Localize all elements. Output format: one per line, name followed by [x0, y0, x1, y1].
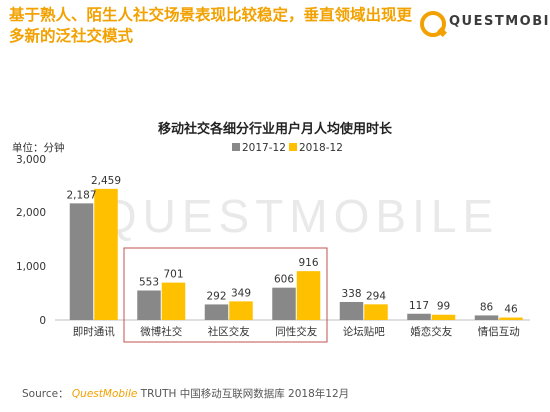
category-label: 论坛贴吧	[343, 325, 385, 338]
y-tick-label: 1,000	[16, 261, 46, 273]
data-label: 99	[437, 301, 450, 313]
y-axis: 0 1,000 2,000 3,000	[16, 154, 46, 327]
data-label: 701	[163, 269, 183, 281]
source-line: Source： QuestMobile TRUTH 中国移动互联网数据库 201…	[22, 386, 349, 401]
source-rest: TRUTH 中国移动互联网数据库 2018年12月	[137, 388, 350, 400]
bar-2018	[364, 304, 388, 320]
data-label: 2,187	[66, 189, 96, 201]
logo-text: QUESTMOBILE	[449, 14, 550, 29]
data-labels: 2,187 2,459 553 701 292 349 606 916 338 294 117 99 8…	[66, 175, 518, 316]
highlight-box	[123, 247, 328, 343]
bar-2017	[69, 203, 94, 320]
data-label: 338	[341, 288, 361, 300]
bar-2018	[229, 301, 253, 320]
bar-2017	[137, 290, 161, 320]
data-label: 292	[206, 290, 226, 302]
category-label: 情侣互动	[478, 325, 520, 338]
data-label: 606	[274, 274, 294, 286]
logo-mark-icon	[420, 11, 446, 37]
category-labels: 即时通讯 微博社交 社区交友 同性交友 论坛贴吧 婚恋交友 情侣互动	[73, 325, 520, 338]
data-label: 349	[231, 287, 251, 299]
data-label: 916	[298, 257, 318, 269]
unit-label: 单位：分钟	[12, 142, 65, 154]
source-label: Source：	[22, 388, 69, 400]
bar-2017	[272, 287, 296, 320]
data-label: 553	[139, 277, 159, 289]
watermark: QUESTMOBILE	[101, 190, 499, 242]
data-label: 2,459	[91, 175, 121, 187]
y-tick-label: 2,000	[16, 207, 46, 219]
bars	[69, 188, 523, 320]
legend-swatch-2018	[289, 143, 297, 151]
y-tick-label: 0	[39, 315, 46, 327]
category-label: 社区交友	[208, 325, 250, 338]
category-label: 微博社交	[140, 325, 182, 338]
data-label: 294	[366, 290, 386, 302]
y-tick-label: 3,000	[16, 154, 46, 166]
legend-label-2018: 2018-12	[299, 142, 343, 154]
data-label: 86	[480, 301, 494, 313]
headline: 基于熟人、陌生人社交场景表现比较稳定，垂直领域出现更多新的泛社交模式	[9, 6, 413, 45]
legend-swatch-2017	[232, 143, 240, 151]
bar-2017	[339, 301, 364, 320]
category-label: 即时通讯	[73, 325, 115, 338]
bar-2018	[499, 317, 523, 320]
legend: 2017-12 2018-12	[232, 142, 343, 154]
category-label: 同性交友	[275, 325, 317, 338]
bar-2017	[204, 304, 229, 320]
legend-label-2017: 2017-12	[242, 142, 286, 154]
questmobile-logo	[420, 11, 447, 37]
bar-2018	[431, 314, 456, 320]
source-brand: QuestMobile	[71, 388, 138, 400]
bar-2018	[296, 271, 321, 320]
bar-2018	[161, 282, 186, 320]
chart-title: 移动社交各细分行业用户月人均使用时长	[157, 122, 392, 137]
category-label: 婚恋交友	[410, 325, 452, 338]
bar-2018	[94, 188, 118, 320]
data-label: 117	[409, 300, 429, 312]
data-label: 46	[504, 304, 518, 316]
bar-2017	[474, 315, 499, 320]
bar-2017	[407, 313, 431, 320]
